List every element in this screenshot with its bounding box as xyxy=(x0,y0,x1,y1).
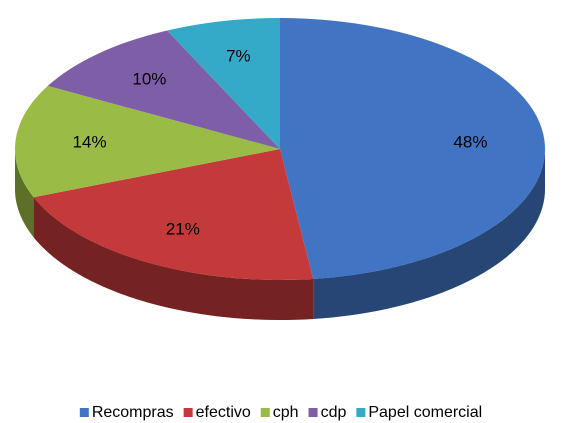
slice-side-shade xyxy=(15,149,34,238)
slice-side xyxy=(15,149,34,238)
slice-side xyxy=(313,149,545,319)
legend-label: Recompras xyxy=(92,404,174,421)
slice-side-shade xyxy=(313,149,545,319)
legend: Recompras efectivo cph cdp Papel comercial xyxy=(79,404,482,421)
data-label: 48% xyxy=(453,133,487,152)
data-label: 21% xyxy=(166,220,200,239)
slice xyxy=(15,85,280,198)
legend-label: efectivo xyxy=(196,404,251,421)
legend-label: cdp xyxy=(321,404,347,421)
legend-swatch xyxy=(183,408,193,417)
slice xyxy=(33,149,314,280)
slice-side-shade xyxy=(33,197,314,320)
slice-side xyxy=(33,197,314,320)
slice xyxy=(167,18,280,149)
legend-label: cph xyxy=(273,404,299,421)
data-label: 10% xyxy=(132,70,166,89)
legend-swatch xyxy=(356,408,366,417)
slice xyxy=(47,30,280,150)
legend-swatch xyxy=(79,408,89,417)
legend-label: Papel comercial xyxy=(368,404,482,421)
data-label: 7% xyxy=(226,46,251,65)
legend-swatch xyxy=(260,408,270,417)
legend-swatch xyxy=(308,408,318,417)
data-label: 14% xyxy=(73,133,107,152)
slice xyxy=(280,18,546,279)
